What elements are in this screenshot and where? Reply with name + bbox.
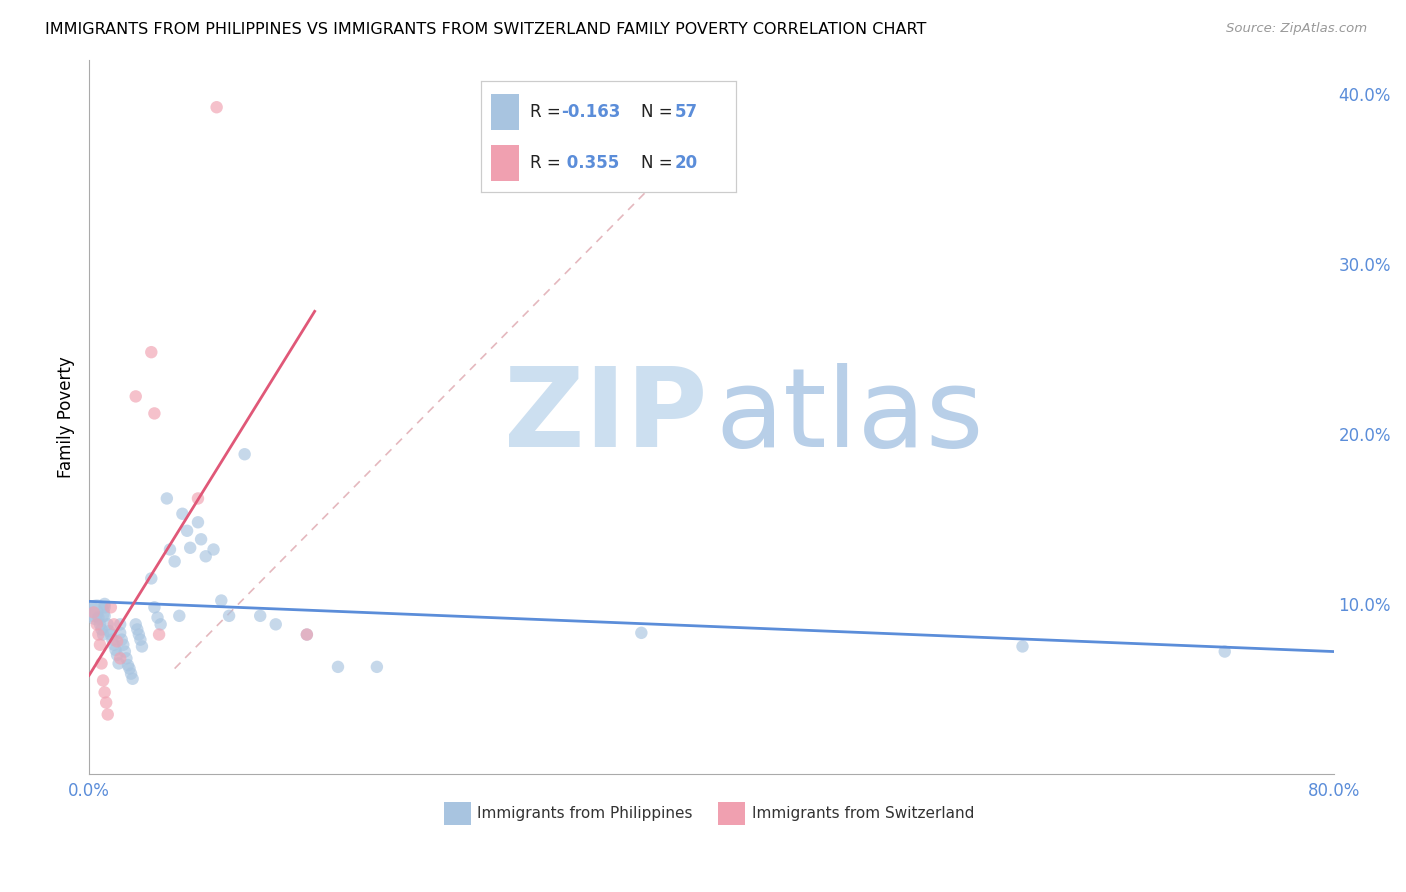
Point [169,608,191,623]
Point [127,623,149,637]
Point [630,625,652,640]
Point [128,627,150,641]
Point [176,524,198,538]
Point [141,571,163,585]
Text: IMMIGRANTS FROM PHILIPPINES VS IMMIGRANTS FROM SWITZERLAND FAMILY POVERTY CORREL: IMMIGRANTS FROM PHILIPPINES VS IMMIGRANT… [45,22,927,37]
Point [98,624,121,639]
Point [120,666,142,681]
Point [118,662,141,676]
Point [131,640,153,654]
Point [366,660,388,674]
Point [105,634,128,648]
Point [187,516,209,530]
Point [87,610,110,624]
Point [179,541,201,555]
Point [190,533,212,547]
FancyBboxPatch shape [444,802,471,825]
Point [93,597,115,611]
Point [121,672,143,686]
Point [295,627,318,641]
Point [111,632,134,647]
Text: Immigrants from Philippines: Immigrants from Philippines [478,805,693,821]
Point [90,657,112,671]
Point [209,593,232,607]
Point [100,627,122,641]
Point [326,660,349,674]
Point [97,617,120,632]
Y-axis label: Family Poverty: Family Poverty [58,356,75,478]
Point [108,625,131,640]
Point [89,617,111,632]
Point [202,542,225,557]
Point [143,600,166,615]
Point [86,606,108,620]
Point [125,617,148,632]
Point [218,608,240,623]
FancyBboxPatch shape [717,802,745,825]
Point [172,507,194,521]
Point [103,617,125,632]
Point [159,542,181,557]
Point [117,658,139,673]
Point [233,447,256,461]
Text: ZIP: ZIP [505,363,707,470]
Point [187,491,209,506]
Point [93,685,115,699]
Point [108,617,131,632]
Point [194,549,217,564]
Point [129,632,152,647]
Point [143,406,166,420]
Point [115,651,138,665]
Point [90,623,112,637]
Point [114,644,136,658]
Point [146,610,169,624]
Point [108,651,131,665]
Point [83,606,105,620]
Point [103,638,125,652]
Point [1213,644,1236,658]
Point [100,600,122,615]
Point [104,643,127,657]
Point [105,648,128,662]
Point [141,345,163,359]
Point [93,608,115,623]
Point [148,627,170,641]
Point [93,600,115,615]
Point [1011,640,1033,654]
Point [295,627,318,641]
Point [125,389,148,403]
Point [83,606,105,620]
Point [149,617,172,632]
Text: Immigrants from Switzerland: Immigrants from Switzerland [752,805,974,821]
Point [91,627,114,641]
Point [89,638,111,652]
Point [156,491,179,506]
Point [205,100,228,114]
Point [96,696,118,710]
Point [112,638,135,652]
Point [101,632,124,647]
Point [264,617,287,632]
Point [91,673,114,688]
Point [87,627,110,641]
Point [163,554,186,568]
Text: atlas: atlas [716,363,984,470]
Text: Source: ZipAtlas.com: Source: ZipAtlas.com [1226,22,1367,36]
Point [97,707,120,722]
Point [249,608,271,623]
Point [86,617,108,632]
Point [107,657,129,671]
